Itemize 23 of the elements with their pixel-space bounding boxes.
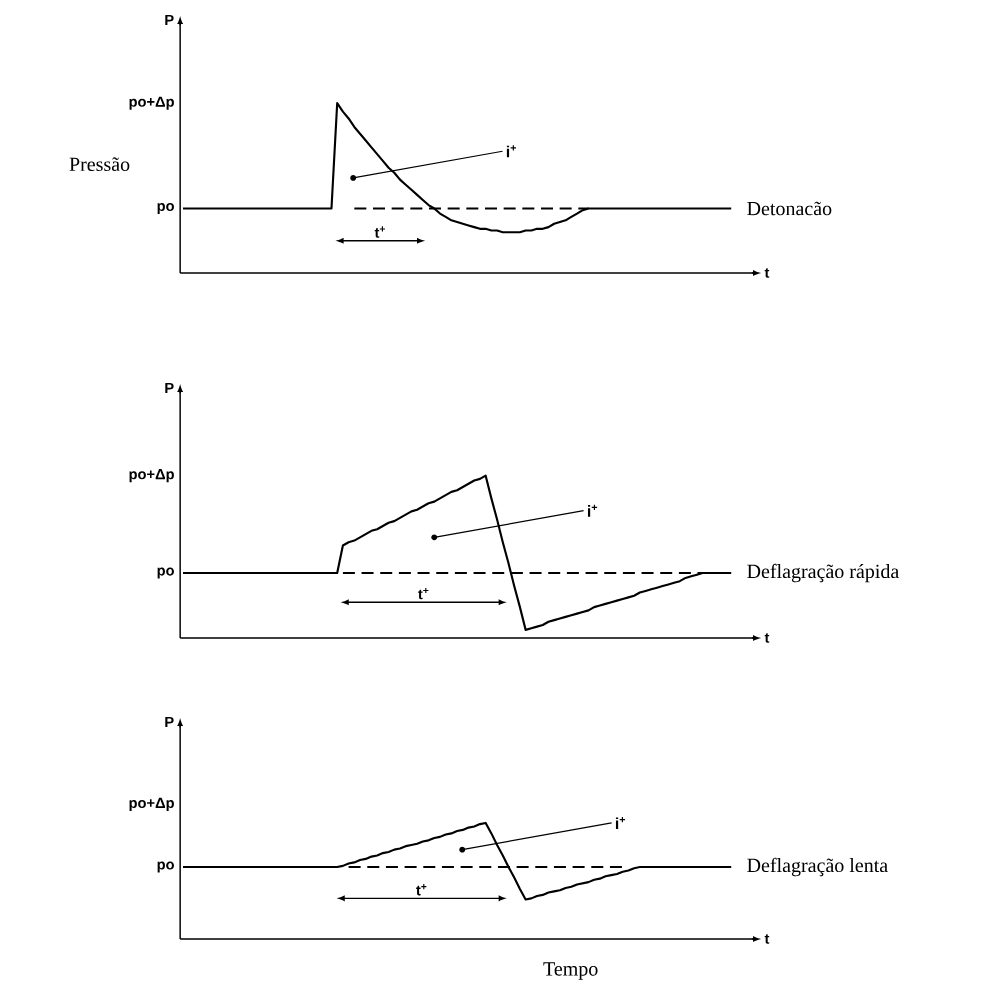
y-axis-title: P xyxy=(165,14,174,26)
text: Deflagração rápida xyxy=(747,563,899,583)
text: po+Δp xyxy=(129,469,174,483)
x-axis-title: t xyxy=(764,633,770,643)
text: Tempo xyxy=(543,962,598,980)
annotation: t$^{+}$ xyxy=(416,883,427,896)
text: po xyxy=(157,202,174,214)
text: po+Δp xyxy=(129,797,174,811)
x-axis-title: t xyxy=(764,268,770,278)
annotation: i$^{+}$ xyxy=(587,504,598,517)
text: Deflagração lenta xyxy=(747,857,888,877)
text: Detonacão xyxy=(747,201,832,216)
annotation: t$^{+}$ xyxy=(374,226,385,238)
x-axis-title: t xyxy=(764,934,770,944)
annotation: t$^{+}$ xyxy=(418,587,429,600)
text: Pressão xyxy=(69,157,130,172)
y-axis-title: P xyxy=(165,716,174,728)
text: po xyxy=(157,567,174,579)
annotation: i$^{+}$ xyxy=(615,816,626,829)
text: po xyxy=(157,861,174,873)
text: po+Δp xyxy=(129,96,174,110)
annotation: i$^{+}$ xyxy=(506,145,517,158)
y-axis-title: P xyxy=(165,382,174,394)
